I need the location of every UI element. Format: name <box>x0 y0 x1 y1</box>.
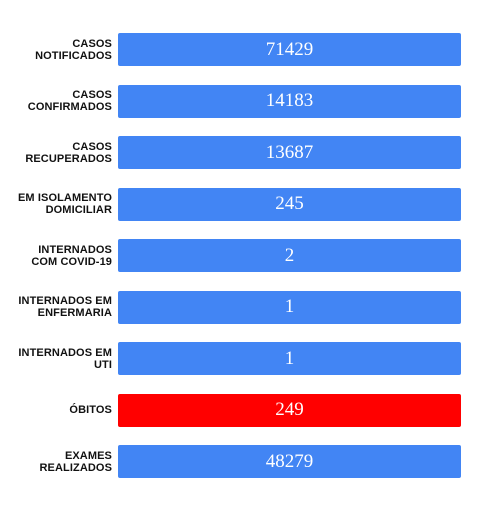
stat-value-bar: 13687 <box>118 136 461 169</box>
stat-row-casos-confirmados: CASOS CONFIRMADOS 14183 <box>0 84 503 118</box>
stat-row-isolamento-domiciliar: EM ISOLAMENTO DOMICILIAR 245 <box>0 187 503 221</box>
stat-label: INTERNADOS COM COVID-19 <box>31 243 112 268</box>
stat-label: ÓBITOS <box>69 404 112 416</box>
stat-value-bar: 14183 <box>118 84 461 118</box>
stat-row-internados-uti: INTERNADOS EM UTI 1 <box>0 342 503 375</box>
stat-value-bar: 2 <box>118 239 461 272</box>
stat-label: INTERNADOS EM ENFERMARIA <box>18 295 112 319</box>
stat-value-bar: 245 <box>118 187 461 221</box>
stat-value-bar: 1 <box>118 290 461 324</box>
stat-row-internados-covid: INTERNADOS COM COVID-19 2 <box>0 239 503 272</box>
stat-row-exames-realizados: EXAMES REALIZADOS 48279 <box>0 445 503 478</box>
stat-row-obitos: ÓBITOS 249 <box>0 393 503 427</box>
stat-row-internados-enfermaria: INTERNADOS EM ENFERMARIA 1 <box>0 290 503 324</box>
stat-value-bar: 1 <box>118 342 461 375</box>
stat-label: EXAMES REALIZADOS <box>39 449 112 474</box>
stat-row-casos-recuperados: CASOS RECUPERADOS 13687 <box>0 136 503 169</box>
stat-label: CASOS CONFIRMADOS <box>27 89 112 113</box>
stat-label: CASOS NOTIFICADOS <box>35 37 112 62</box>
stat-row-casos-notificados: CASOS NOTIFICADOS 71429 <box>0 33 503 66</box>
stat-label: EM ISOLAMENTO DOMICILIAR <box>18 192 112 216</box>
stat-label: INTERNADOS EM UTI <box>18 346 112 371</box>
covid-stats-panel: CASOS NOTIFICADOS 71429 CASOS CONFIRMADO… <box>0 33 503 497</box>
stat-label: CASOS RECUPERADOS <box>25 140 112 165</box>
stat-value-bar-danger: 249 <box>118 393 461 427</box>
stat-value-bar: 71429 <box>118 33 461 66</box>
stat-value-bar: 48279 <box>118 445 461 478</box>
